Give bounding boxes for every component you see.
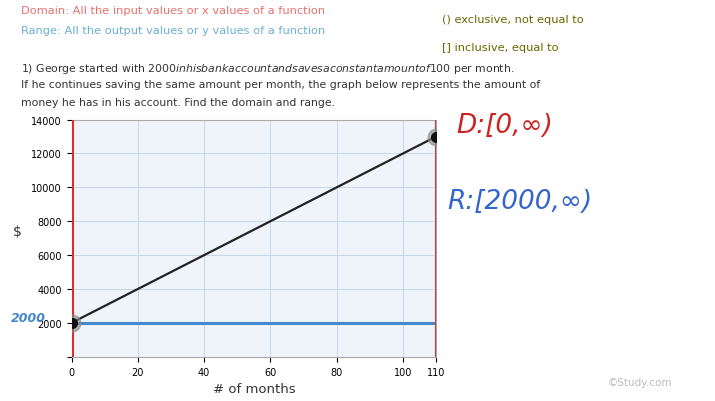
Text: () exclusive, not equal to: () exclusive, not equal to [442,15,583,25]
Text: 1) George started with $2000 in his bank account and saves a constant amount of : 1) George started with $2000 in his bank… [21,62,515,76]
Text: money he has in his account. Find the domain and range.: money he has in his account. Find the do… [21,98,335,108]
Y-axis label: $: $ [13,225,21,239]
Text: 2000: 2000 [11,312,46,324]
Text: ©Study.com: ©Study.com [608,377,672,387]
X-axis label: # of months: # of months [212,382,295,395]
Text: Range: All the output values or y values of a function: Range: All the output values or y values… [21,26,326,36]
Text: D:[0,∞): D:[0,∞) [456,112,553,138]
Text: If he continues saving the same amount per month, the graph below represents the: If he continues saving the same amount p… [21,80,541,90]
Text: [] inclusive, equal to: [] inclusive, equal to [442,43,558,53]
Text: R:[2000,∞): R:[2000,∞) [447,188,592,215]
Text: Domain: All the input values or x values of a function: Domain: All the input values or x values… [21,6,325,16]
